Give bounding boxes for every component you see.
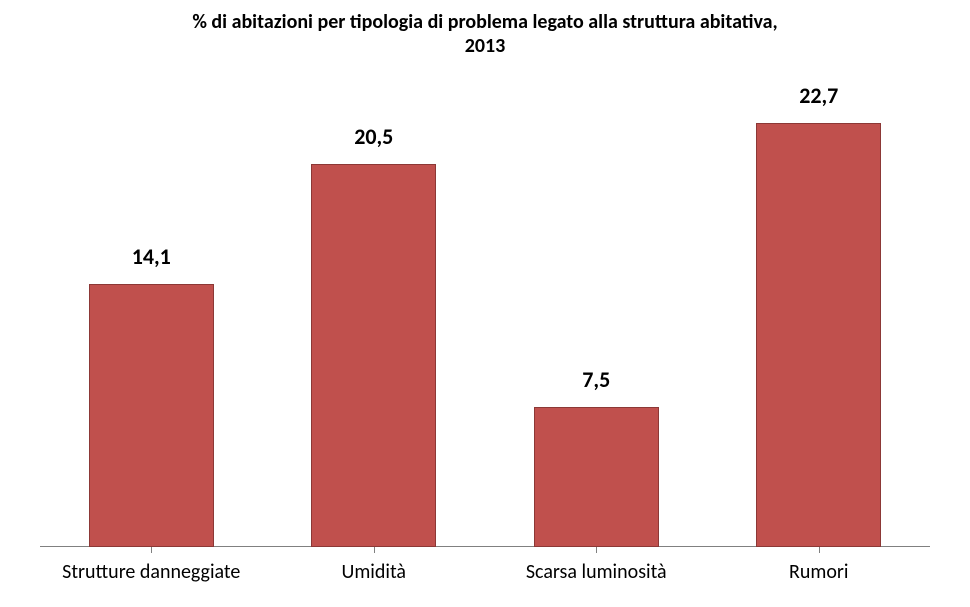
bar-value-label: 22,7	[708, 82, 931, 109]
x-axis-category-label: Umidità	[263, 552, 486, 584]
bars-group: 14,1 20,5 7,5 22,7	[40, 80, 930, 547]
chart-title-line2: 2013	[0, 34, 970, 58]
bar	[756, 123, 881, 547]
bar-slot: 20,5	[263, 80, 486, 547]
bar-slot: 7,5	[485, 80, 708, 547]
x-axis-category-label: Scarsa luminosità	[485, 552, 708, 584]
bar-slot: 14,1	[40, 80, 263, 547]
bar	[89, 284, 214, 547]
bar	[311, 164, 436, 547]
x-axis-labels: Strutture danneggiateUmiditàScarsa lumin…	[40, 552, 930, 607]
bar-value-label: 14,1	[40, 243, 263, 270]
chart-title-line1: % di abitazioni per tipologia di problem…	[0, 10, 970, 34]
bar	[534, 407, 659, 547]
x-axis-category-label: Strutture danneggiate	[40, 552, 263, 584]
plot-area: 14,1 20,5 7,5 22,7	[40, 80, 930, 547]
chart-title: % di abitazioni per tipologia di problem…	[0, 10, 970, 58]
x-axis-category-label: Rumori	[708, 552, 931, 584]
bar-slot: 22,7	[708, 80, 931, 547]
bar-value-label: 20,5	[263, 123, 486, 150]
bar-value-label: 7,5	[485, 366, 708, 393]
bar-chart: % di abitazioni per tipologia di problem…	[0, 0, 970, 607]
